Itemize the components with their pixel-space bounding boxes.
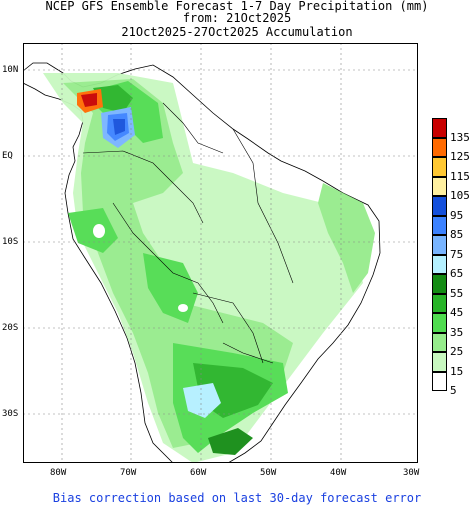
legend-level-label: 25 (450, 345, 464, 358)
lat-lon-grid (23, 43, 418, 463)
lon-label: 60W (190, 468, 207, 478)
legend-swatch (432, 118, 447, 138)
legend-swatch (432, 215, 447, 235)
legend-level-label: 65 (450, 267, 464, 280)
lat-label: EQ (2, 151, 13, 161)
legend-swatch (432, 196, 447, 216)
dry-spot (93, 224, 105, 238)
chart-title: NCEP GFS Ensemble Forecast 1-7 Day Preci… (45, 0, 429, 13)
precip-65-75-area (183, 383, 221, 418)
precip-95-105-area (113, 119, 125, 135)
legend-swatch (432, 137, 447, 157)
accumulation-period: 21Oct2025-27Oct2025 Accumulation (121, 25, 353, 39)
legend-swatch (432, 157, 447, 177)
legend-level-label: 5 (450, 384, 457, 397)
legend-level-label: 95 (450, 208, 464, 222)
country-borders (82, 102, 294, 364)
lon-label: 50W (260, 468, 277, 478)
legend-swatch (432, 176, 447, 196)
legend-level-label: 15 (450, 364, 464, 378)
lon-label: 30W (403, 468, 420, 478)
legend-swatch (432, 352, 447, 372)
precip-25-35-west (68, 208, 118, 253)
legend-swatch (432, 332, 447, 352)
legend-swatch (432, 313, 447, 333)
lat-label: 30S (2, 409, 19, 419)
legend-level-label: 115 (450, 169, 470, 183)
legend-swatch (432, 293, 447, 313)
lat-label: 20S (2, 323, 19, 333)
lon-label: 80W (50, 468, 67, 478)
precipitation-map (23, 43, 418, 463)
dry-spot (178, 304, 188, 312)
precip-35-45-north (93, 85, 133, 113)
legend-level-label: 105 (450, 189, 470, 202)
legend-swatch (432, 371, 447, 391)
precip-45-55-area (208, 428, 253, 455)
legend-level-label: 45 (450, 306, 464, 319)
forecast-start-date: from: 21Oct2025 (182, 11, 292, 25)
precip-15-25-east (318, 183, 375, 293)
legend-swatch (432, 235, 447, 255)
lat-label: 10N (2, 65, 19, 75)
lat-label: 10S (2, 237, 19, 247)
legend-swatch (432, 254, 447, 274)
lon-label: 70W (120, 468, 137, 478)
precip-135-plus-area (81, 93, 97, 107)
legend-level-label: 55 (450, 286, 464, 300)
legend-level-label: 85 (450, 228, 464, 241)
legend-level-label: 135 (450, 130, 470, 144)
legend-level-label: 35 (450, 325, 464, 339)
legend-swatch (432, 274, 447, 294)
bias-correction-note: Bias correction based on last 30-day for… (52, 491, 422, 505)
legend-level-label: 125 (450, 150, 470, 163)
lon-label: 40W (330, 468, 347, 478)
legend-level-label: 75 (450, 247, 464, 261)
